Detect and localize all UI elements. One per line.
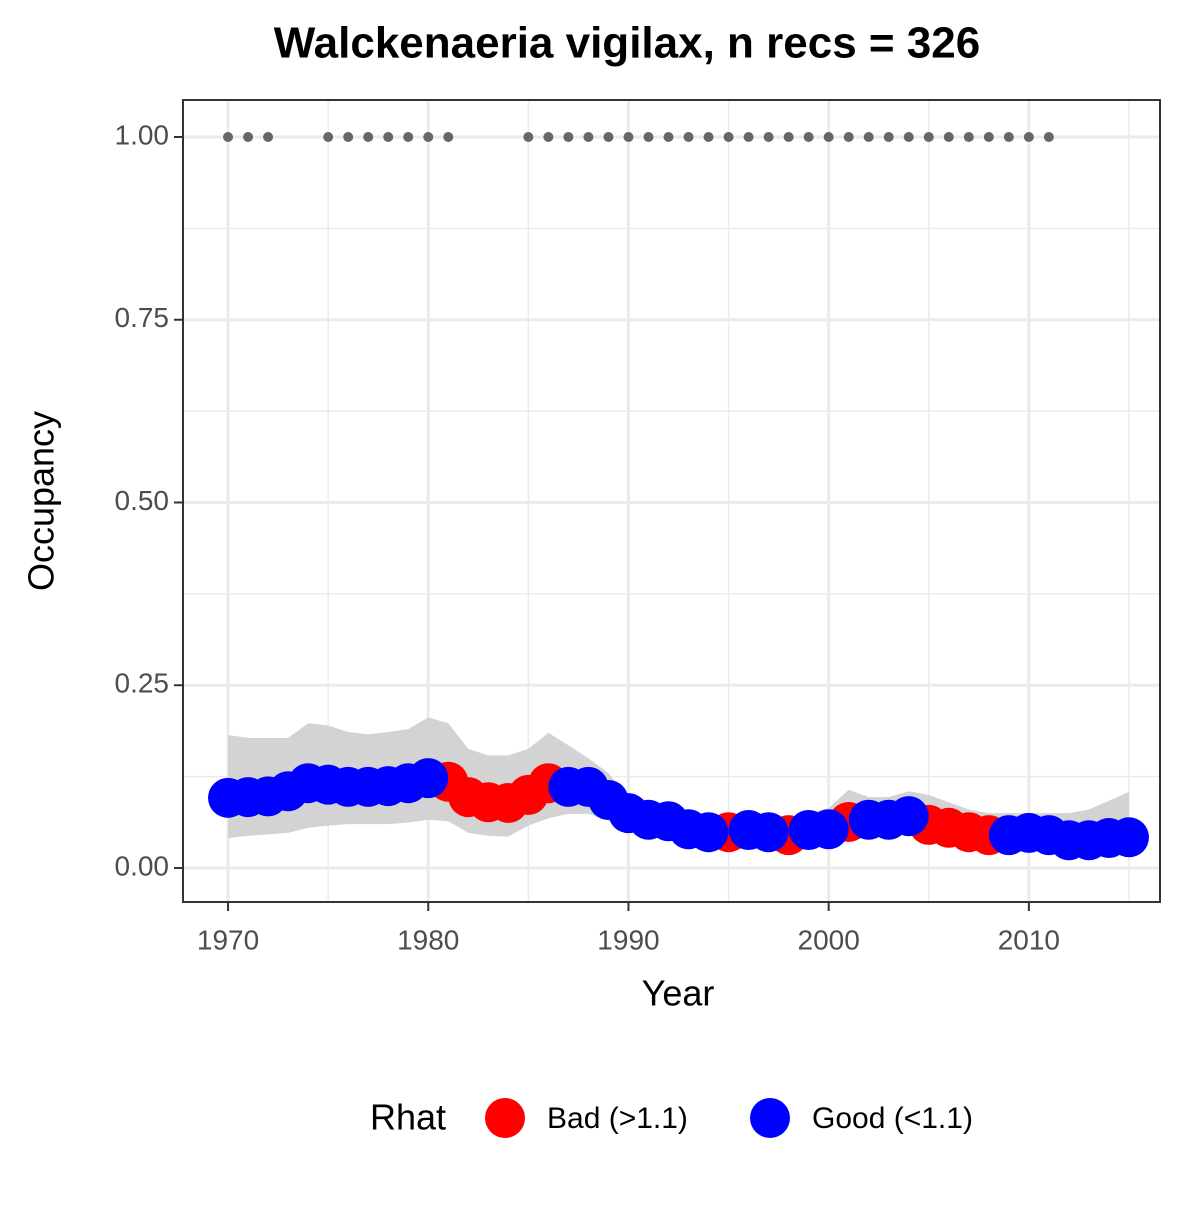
record-dot <box>443 131 454 142</box>
point <box>408 758 449 799</box>
record-dot <box>383 131 394 142</box>
record-dot <box>903 131 914 142</box>
record-dot <box>1003 131 1014 142</box>
y-tick-label: 0.50 <box>115 485 170 516</box>
point <box>748 812 789 853</box>
legend-label: Bad (>1.1) <box>547 1102 688 1135</box>
y-tick-label: 0.25 <box>115 668 170 699</box>
legend-label: Good (<1.1) <box>812 1102 973 1135</box>
y-tick-label: 0.75 <box>115 302 170 333</box>
y-axis-title: Occupancy <box>21 411 62 591</box>
record-dot <box>583 131 594 142</box>
legend-marker <box>485 1098 525 1138</box>
x-tick-label: 1970 <box>197 924 259 955</box>
record-dot <box>223 131 234 142</box>
point <box>1108 817 1149 858</box>
record-dot <box>723 131 734 142</box>
record-dot <box>343 131 354 142</box>
record-dot <box>683 131 694 142</box>
record-dot <box>603 131 614 142</box>
record-dot <box>423 131 434 142</box>
point <box>688 812 729 853</box>
record-dot <box>323 131 334 142</box>
record-dot <box>403 131 414 142</box>
record-dot <box>823 131 834 142</box>
record-dot <box>1023 131 1034 142</box>
record-dot <box>363 131 374 142</box>
legend-marker <box>750 1098 790 1138</box>
record-dot <box>943 131 954 142</box>
record-dot <box>663 131 674 142</box>
record-dot <box>263 131 274 142</box>
x-tick-label: 1980 <box>397 924 459 955</box>
record-dot <box>963 131 974 142</box>
point <box>808 809 849 850</box>
y-tick-label: 0.00 <box>115 850 170 881</box>
record-dot <box>803 131 814 142</box>
record-dot <box>703 131 714 142</box>
record-dot <box>643 131 654 142</box>
point <box>888 796 929 837</box>
record-dot <box>563 131 574 142</box>
record-dot <box>783 131 794 142</box>
record-dot <box>523 131 534 142</box>
record-dot <box>543 131 554 142</box>
x-tick-label: 2010 <box>998 924 1060 955</box>
record-dot <box>243 131 254 142</box>
record-dot <box>883 131 894 142</box>
y-tick-label: 1.00 <box>115 119 170 150</box>
record-dot <box>983 131 994 142</box>
x-tick-label: 2000 <box>798 924 860 955</box>
record-dot <box>1043 131 1054 142</box>
record-dot <box>623 131 634 142</box>
record-dot <box>863 131 874 142</box>
chart-title: Walckenaeria vigilax, n recs = 326 <box>274 19 980 68</box>
record-dot <box>743 131 754 142</box>
record-dot <box>763 131 774 142</box>
x-axis-title: Year <box>642 973 715 1014</box>
record-dot <box>843 131 854 142</box>
panel-border <box>182 99 1161 903</box>
legend-title: Rhat <box>370 1097 446 1138</box>
x-tick-label: 1990 <box>597 924 659 955</box>
record-dot <box>923 131 934 142</box>
